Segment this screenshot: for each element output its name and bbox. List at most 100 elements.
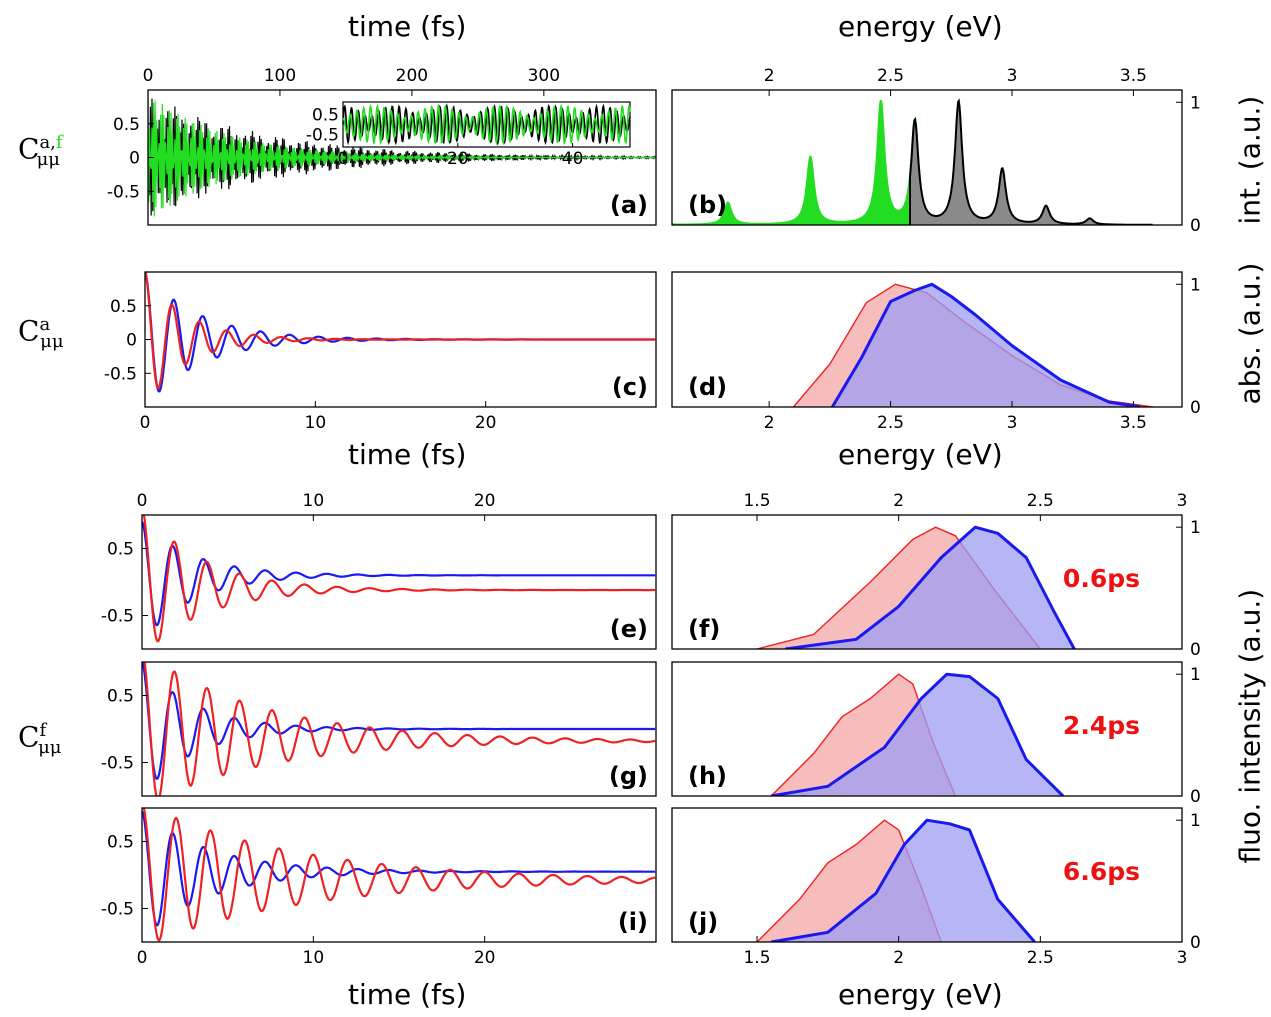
series-line-blue bbox=[145, 272, 656, 393]
panel-label: (c) bbox=[612, 373, 648, 401]
panel-label: (b) bbox=[688, 191, 727, 219]
x-tick-label: 2.5 bbox=[877, 66, 904, 86]
inset-x-tick-label: 0 bbox=[338, 149, 349, 169]
x-tick-label: 3 bbox=[1007, 413, 1018, 433]
y-tick-label: -0.5 bbox=[107, 182, 140, 202]
x-tick-label: 2 bbox=[764, 66, 775, 86]
plot-area-j bbox=[756, 818, 1036, 942]
symbol-c-af: Ca,fμμ bbox=[18, 132, 63, 170]
plot-area-c bbox=[145, 272, 656, 393]
plot-area-d bbox=[792, 282, 1153, 407]
panel-label: (f) bbox=[688, 615, 720, 643]
x-tick-label: 3 bbox=[1177, 948, 1188, 968]
panel-d: 2 2.5 3 3.5 1 0 (d) bbox=[671, 271, 1201, 433]
x-tick-label: 0 bbox=[137, 491, 148, 511]
time-axis-title-bottom: time (fs) bbox=[348, 978, 467, 1011]
series-line-blue bbox=[142, 662, 656, 780]
series-line-red bbox=[145, 272, 656, 389]
panel-h: 1 0 (h) 2.4ps bbox=[671, 661, 1201, 807]
y-tick-label: 0.5 bbox=[110, 297, 137, 317]
y-tick-label: 0.5 bbox=[107, 833, 134, 853]
y-tick-label: 0.5 bbox=[107, 540, 134, 560]
inset-y-tick-label: -0.5 bbox=[306, 126, 339, 146]
series-line-blue bbox=[770, 818, 1036, 942]
x-tick-label: 1.5 bbox=[743, 491, 770, 511]
energy-axis-title-mid: energy (eV) bbox=[838, 438, 1003, 471]
x-tick-label: 20 bbox=[474, 948, 496, 968]
symbol-c-f: Cfμμ bbox=[18, 720, 62, 758]
y-tick-label: 1 bbox=[1190, 665, 1201, 685]
panel-frame-b bbox=[671, 89, 1183, 226]
series-line-blue bbox=[770, 672, 1065, 796]
y-tick-label: 1 bbox=[1190, 93, 1201, 113]
series-line-blue bbox=[785, 525, 1076, 649]
y-tick-label: 0.5 bbox=[107, 687, 134, 707]
y-tick-label: -0.5 bbox=[104, 364, 137, 384]
panel-b: 2 2.5 3 3.5 1 0 (b) bbox=[671, 66, 1201, 236]
time-annotation: 0.6ps bbox=[1063, 564, 1140, 593]
panel-c: 0 10 20 0.5 0 -0.5 (c) bbox=[104, 271, 657, 433]
x-tick-label: 200 bbox=[396, 66, 428, 86]
x-tick-label: 100 bbox=[264, 66, 296, 86]
panel-frame-j bbox=[671, 807, 1183, 943]
y-tick-label: 0.5 bbox=[113, 115, 140, 135]
panel-label: (e) bbox=[610, 615, 648, 643]
y-tick-label: 0 bbox=[1190, 933, 1201, 953]
panel-label: (d) bbox=[688, 373, 727, 401]
series-line-blue bbox=[831, 282, 1141, 407]
x-tick-label: 2 bbox=[893, 491, 904, 511]
panel-f: 1.5 2 2.5 31 0 (f) 0.6ps bbox=[671, 491, 1201, 660]
series-line-blue bbox=[142, 521, 656, 627]
plot-area-i bbox=[142, 808, 656, 942]
x-tick-label: 2 bbox=[893, 948, 904, 968]
panel-frame-f bbox=[671, 514, 1183, 650]
inset-x-tick-label: 20 bbox=[447, 149, 469, 169]
x-tick-label: 0 bbox=[140, 413, 151, 433]
y-tick-label: -0.5 bbox=[101, 754, 134, 774]
x-tick-label: 10 bbox=[305, 413, 327, 433]
panel-e: 0 10 20 0.5 -0.5 (e) bbox=[101, 491, 657, 650]
plot-area-a bbox=[148, 98, 656, 217]
x-tick-label: 2.5 bbox=[1027, 948, 1054, 968]
panel-label: (i) bbox=[618, 908, 648, 936]
y-tick-label: 0 bbox=[1190, 398, 1201, 418]
series-line-blue bbox=[142, 810, 656, 927]
panel-frame-g bbox=[141, 661, 657, 797]
series-area-green bbox=[672, 100, 920, 225]
time-axis-title-mid: time (fs) bbox=[348, 438, 467, 471]
plot-area-f bbox=[756, 525, 1076, 649]
series-area-blue bbox=[832, 284, 1141, 407]
x-tick-label: 3 bbox=[1007, 66, 1018, 86]
y-tick-label: -0.5 bbox=[101, 900, 134, 920]
series-line-black bbox=[909, 98, 1153, 225]
inset-x-tick-label: 40 bbox=[562, 149, 584, 169]
plot-area-g bbox=[142, 662, 656, 796]
y-tick-label: 1 bbox=[1190, 518, 1201, 538]
x-tick-label: 20 bbox=[474, 491, 496, 511]
x-tick-label: 2.5 bbox=[877, 413, 904, 433]
time-annotation: 2.4ps bbox=[1063, 711, 1140, 740]
plot-area-e bbox=[142, 515, 656, 643]
y-tick-label: 0 bbox=[1190, 216, 1201, 236]
x-tick-label: 3.5 bbox=[1120, 66, 1147, 86]
symbol-c-a: Caμμ bbox=[18, 314, 64, 352]
x-tick-label: 2.5 bbox=[1027, 491, 1054, 511]
y-tick-label: 0 bbox=[126, 331, 137, 351]
panel-label: (a) bbox=[610, 191, 648, 219]
panel-label: (h) bbox=[688, 762, 727, 790]
x-tick-label: 3 bbox=[1177, 491, 1188, 511]
series-area-blue bbox=[771, 674, 1063, 796]
inset-a: 0 20 40 0.5-0.5 bbox=[306, 101, 631, 169]
time-axis-title-top: time (fs) bbox=[348, 10, 467, 43]
series-line-red bbox=[142, 515, 656, 643]
panel-frame-i bbox=[141, 807, 657, 943]
panel-g: 0.5 -0.5 (g) bbox=[101, 661, 657, 797]
panel-label: (g) bbox=[609, 762, 648, 790]
plot-area-h bbox=[770, 672, 1065, 796]
x-tick-label: 0 bbox=[143, 66, 154, 86]
x-tick-label: 0 bbox=[137, 948, 148, 968]
time-annotation: 6.6ps bbox=[1063, 857, 1140, 886]
x-tick-label: 10 bbox=[303, 491, 325, 511]
series-line-green bbox=[672, 100, 921, 225]
